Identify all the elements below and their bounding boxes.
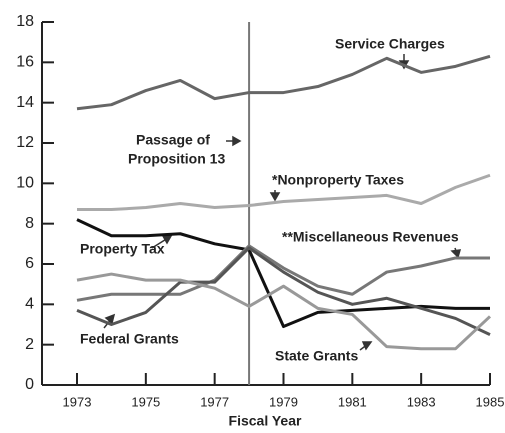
y-tick-label: 18 bbox=[16, 13, 34, 30]
x-tick-label: 1981 bbox=[338, 394, 367, 409]
y-tick-label: 8 bbox=[25, 215, 34, 232]
y-tick-label: 14 bbox=[16, 94, 34, 111]
x-tick-label: 1979 bbox=[269, 394, 298, 409]
y-tick-label: 16 bbox=[16, 54, 34, 71]
x-tick-label: 1985 bbox=[476, 394, 505, 409]
x-tick-label: 1977 bbox=[200, 394, 229, 409]
series-line bbox=[77, 173, 491, 212]
x-tick-label: 1983 bbox=[407, 394, 436, 409]
y-tick-label: 4 bbox=[25, 296, 34, 313]
series-label: State Grants bbox=[275, 348, 358, 364]
annotation: Passage of bbox=[136, 132, 210, 148]
x-tick-label: 1975 bbox=[131, 394, 160, 409]
series-line bbox=[76, 246, 491, 336]
series-line bbox=[76, 54, 491, 111]
annotation: Proposition 13 bbox=[128, 151, 225, 167]
series-line bbox=[76, 272, 492, 351]
y-tick-label: 12 bbox=[16, 134, 34, 151]
series-label: Property Tax bbox=[80, 241, 165, 257]
series-line bbox=[76, 218, 490, 329]
x-tick-label: 1973 bbox=[63, 394, 92, 409]
y-tick-label: 2 bbox=[25, 336, 34, 353]
series-label: **Miscellaneous Revenues bbox=[282, 229, 459, 245]
y-tick-label: 10 bbox=[16, 175, 34, 192]
series-label: *Nonproperty Taxes bbox=[272, 172, 404, 188]
x-axis-label: Fiscal Year bbox=[229, 413, 302, 429]
y-tick-label: 6 bbox=[25, 255, 34, 272]
series-label: Service Charges bbox=[335, 36, 445, 52]
y-tick-label: 0 bbox=[25, 376, 34, 393]
series-line bbox=[76, 244, 490, 302]
series-label: Federal Grants bbox=[80, 331, 179, 347]
